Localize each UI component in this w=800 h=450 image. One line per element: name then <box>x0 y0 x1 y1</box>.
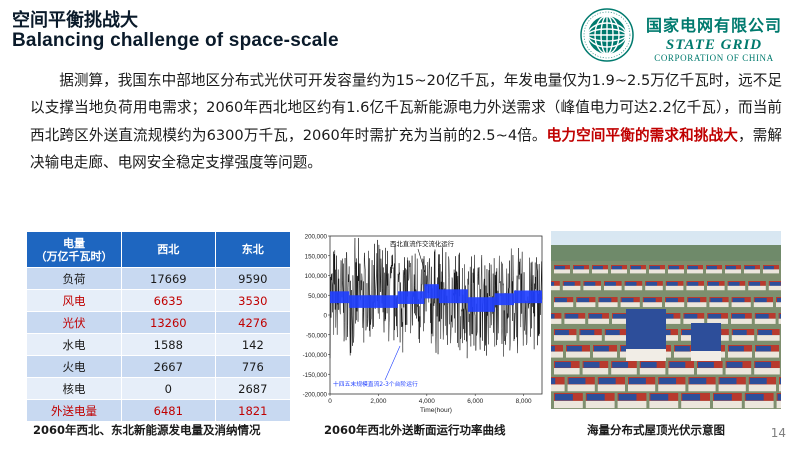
table-cell-northwest: 6635 <box>121 289 216 312</box>
page-title-en: Balancing challenge of space-scale <box>12 30 339 51</box>
series-band-blue <box>330 291 350 304</box>
power-curve-chart: 200,000 150,000 100,000 50,000 0 -50,000 -100,… <box>303 234 543 414</box>
table-body: 负荷 17669 9590 风电 6635 3530 光伏 13260 4276 水电 1588 14… <box>26 267 292 422</box>
x-tick-label: 0 <box>328 398 332 405</box>
table-row: 外送电量 6481 1821 <box>26 399 292 422</box>
table-row: 负荷 17669 9590 <box>26 267 292 290</box>
x-axis-label: Time(hour) <box>420 407 452 414</box>
series-line-black <box>329 237 543 359</box>
table-row-label: 风电 <box>26 289 122 312</box>
paragraph-text: 据测算，我国东中部地区分布式光伏可开发容量约为15~20亿千瓦，年发电量仅为1.… <box>30 72 782 144</box>
y-tick-label: -150,000 <box>303 372 328 379</box>
annotation-arrow <box>384 345 401 381</box>
series-band-blue <box>349 295 398 308</box>
table-row: 核电 0 2687 <box>26 377 292 400</box>
table-cell-northeast: 142 <box>214 333 292 356</box>
table-header-unit: 电量 （万亿千瓦时） <box>26 231 122 268</box>
table-cell-northeast: 2687 <box>214 377 292 400</box>
table-header-northeast: 东北 <box>214 231 292 268</box>
table-row: 水电 1588 142 <box>26 333 292 356</box>
table-cell-northeast: 3530 <box>214 289 292 312</box>
y-tick-label: 150,000 <box>305 253 328 260</box>
chart-caption: 2060年西北外送断面运行功率曲线 <box>324 423 506 437</box>
y-tick-label: 100,000 <box>305 273 328 280</box>
series-band-blue <box>513 290 542 304</box>
annotation-arrow <box>417 248 426 273</box>
table-cell-northeast: 9590 <box>214 267 292 290</box>
y-tick-label: -200,000 <box>303 392 328 399</box>
logo-subtitle: CORPORATION OF CHINA <box>654 53 774 63</box>
table-row: 光伏 13260 4276 <box>26 311 292 334</box>
table-cell-northwest: 6481 <box>121 399 216 422</box>
annotation-ac-operation: 西北直流作交流化运行 <box>390 239 455 248</box>
table-caption: 2060年西北、东北新能源发电量及消纳情况 <box>33 423 261 437</box>
state-grid-emblem-icon <box>580 8 634 62</box>
x-tick-label: 6,000 <box>467 398 483 405</box>
table-row-label: 火电 <box>26 355 122 378</box>
x-tick-label: 2,000 <box>370 398 386 405</box>
table-cell-northeast: 1821 <box>214 399 292 422</box>
table-row-label: 光伏 <box>26 311 122 334</box>
chart-plot-area <box>329 235 543 395</box>
series-band-blue <box>494 293 514 306</box>
series-band-blue <box>438 289 468 304</box>
table-row-label: 负荷 <box>26 267 122 290</box>
y-tick-label: -50,000 <box>306 332 328 339</box>
photo-caption: 海量分布式屋顶光伏示意图 <box>587 423 725 437</box>
table-row-label: 核电 <box>26 377 122 400</box>
rooftop-pv-photo <box>551 231 781 409</box>
series-band-blue <box>467 297 495 312</box>
table-row-label: 水电 <box>26 333 122 356</box>
table-cell-northwest: 13260 <box>121 311 216 334</box>
table-header-unit-line1: 电量 <box>63 236 85 250</box>
generation-table: 电量 （万亿千瓦时） 西北 东北 负荷 17669 9590 风电 6635 3530 光伏 1… <box>26 231 292 422</box>
table-row: 火电 2667 776 <box>26 355 292 378</box>
table-header-northwest: 西北 <box>121 231 216 268</box>
logo-name-zh: 国家电网有限公司 <box>645 16 782 35</box>
paragraph-highlight: 电力空间平衡的需求和挑战大 <box>546 126 738 144</box>
paragraph-text-end: ，需解决输电走廊、电网安全稳定支撑强度等问题。 <box>30 126 782 172</box>
y-tick-label: 200,000 <box>305 234 328 241</box>
state-grid-logo: 国家电网有限公司 STATE GRID CORPORATION OF CHINA <box>580 8 792 64</box>
logo-name-en: STATE GRID <box>665 37 763 53</box>
table-cell-northwest: 0 <box>121 377 216 400</box>
table-row-label: 外送电量 <box>26 399 122 422</box>
x-tick-label: 4,000 <box>419 398 435 405</box>
series-band-blue <box>424 284 439 299</box>
table-cell-northwest: 17669 <box>121 267 216 290</box>
y-tick-label: 0 <box>324 313 328 320</box>
table-header-unit-line2: （万亿千瓦时） <box>35 249 113 263</box>
table-cell-northeast: 776 <box>214 355 292 378</box>
table-cell-northeast: 4276 <box>214 311 292 334</box>
table-cell-northwest: 2667 <box>121 355 216 378</box>
body-paragraph: 据测算，我国东中部地区分布式光伏可开发容量约为15~20亿千瓦，年发电量仅为1.… <box>30 67 782 177</box>
series-band-blue <box>397 291 425 304</box>
annotation-step-operation: 十四五末规模直流2-3个台阶运行 <box>333 380 418 388</box>
page-title-zh: 空间平衡挑战大 <box>12 10 138 31</box>
page-number: 14 <box>770 426 786 440</box>
table-row: 风电 6635 3530 <box>26 289 292 312</box>
y-tick-label: 50,000 <box>308 293 327 300</box>
x-tick-label: 8,000 <box>516 398 532 405</box>
y-tick-label: -100,000 <box>303 352 328 359</box>
table-cell-northwest: 1588 <box>121 333 216 356</box>
